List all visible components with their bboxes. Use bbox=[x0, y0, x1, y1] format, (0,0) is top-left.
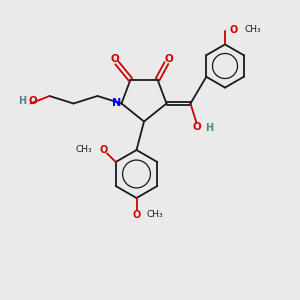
Text: CH₃: CH₃ bbox=[76, 145, 93, 154]
Text: O: O bbox=[230, 25, 238, 35]
Text: O: O bbox=[99, 145, 107, 155]
Text: O: O bbox=[192, 122, 201, 132]
Text: H: H bbox=[18, 95, 26, 106]
Text: O: O bbox=[110, 54, 119, 64]
Text: O: O bbox=[132, 209, 141, 220]
Text: CH₃: CH₃ bbox=[244, 25, 261, 34]
Text: O: O bbox=[164, 54, 173, 64]
Text: O: O bbox=[28, 95, 38, 106]
Text: N: N bbox=[112, 98, 121, 108]
Text: CH₃: CH₃ bbox=[147, 210, 164, 219]
Text: H: H bbox=[205, 123, 213, 134]
